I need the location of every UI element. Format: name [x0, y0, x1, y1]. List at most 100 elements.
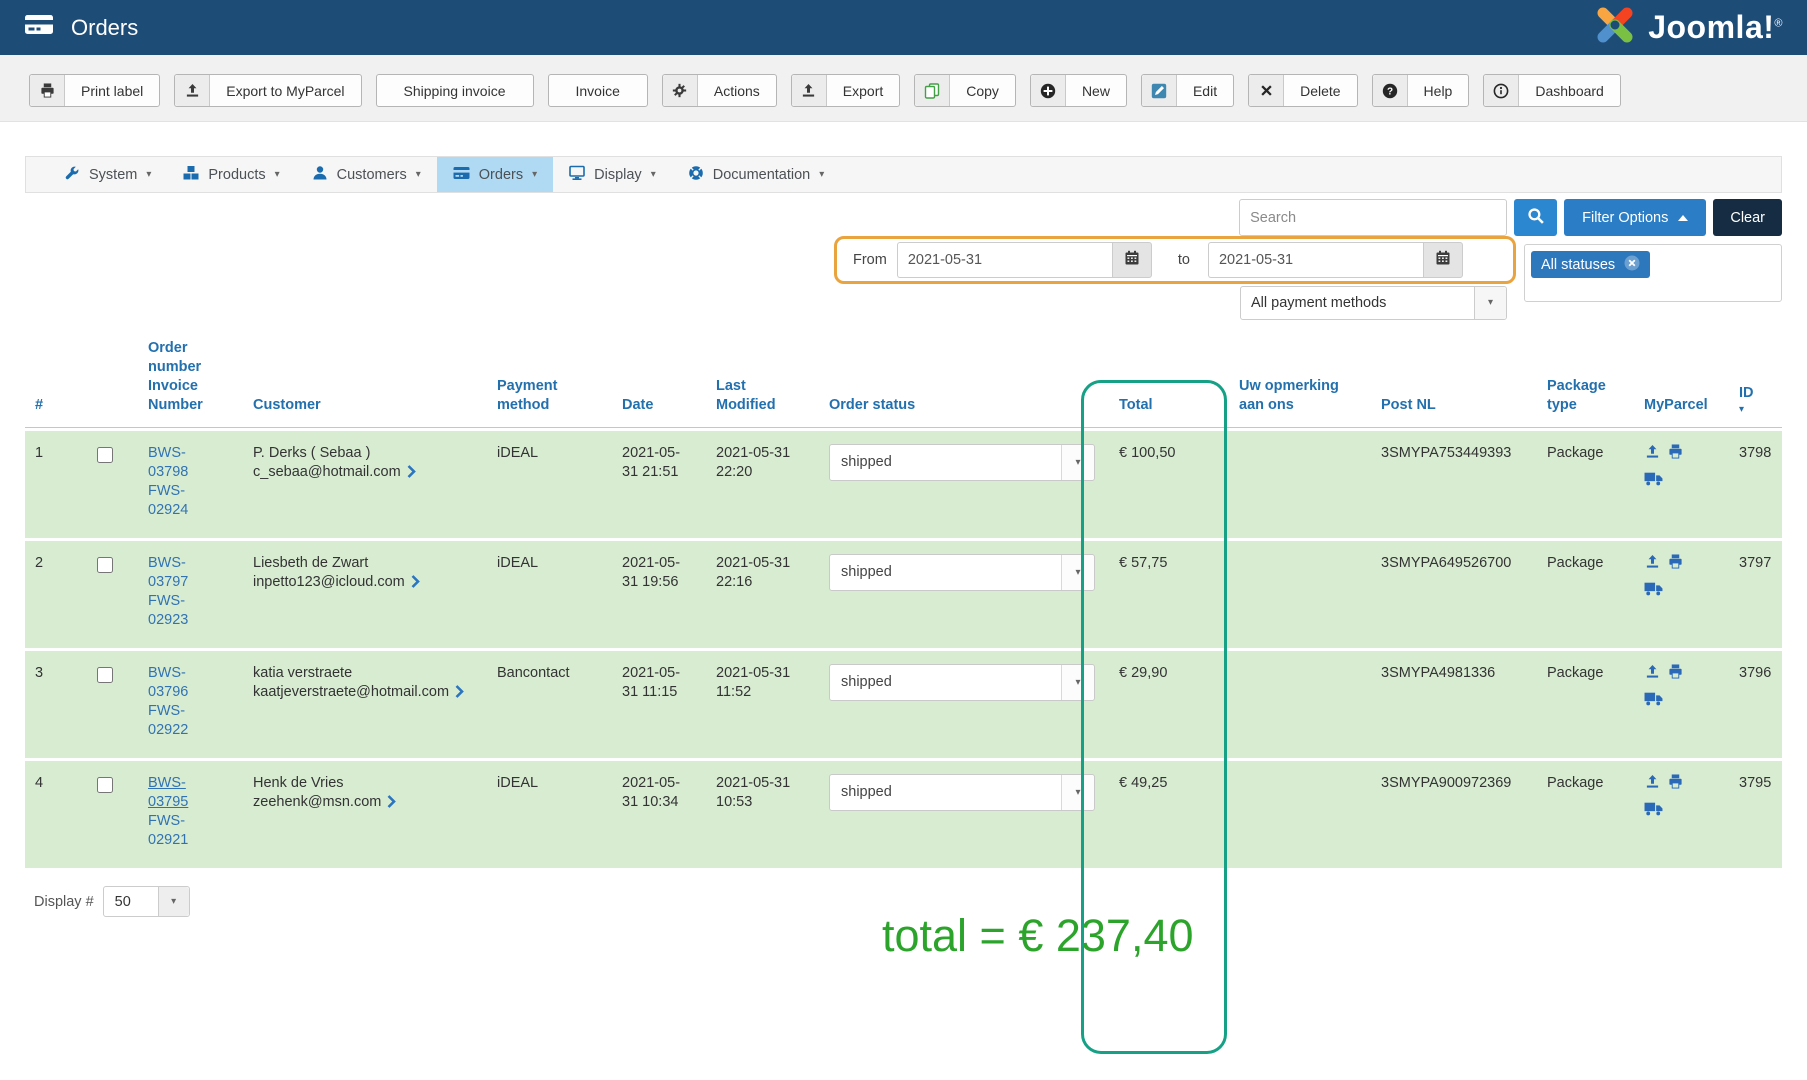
clear-button[interactable]: Clear [1713, 199, 1782, 236]
order-status-select[interactable]: shipped ▾ [829, 774, 1095, 811]
new-button[interactable]: New [1029, 74, 1127, 107]
customer-email: zeehenk@msn.com [253, 794, 382, 810]
header-total[interactable]: Total [1109, 339, 1229, 428]
upload-icon[interactable] [1644, 774, 1661, 795]
from-date-input[interactable] [896, 242, 1112, 278]
postnl-code: 3SMYPA900972369 [1381, 775, 1512, 791]
order-remark [1229, 541, 1371, 648]
customer-email: kaatjeverstraete@hotmail.com [253, 684, 450, 700]
order-number-link[interactable]: BWS-03797 [148, 555, 189, 590]
header-id[interactable]: ID ▾ [1729, 339, 1782, 428]
printer-icon[interactable] [1667, 554, 1684, 575]
app-header: Orders Joomla!® [0, 0, 1807, 55]
joomla-logo-icon [1592, 2, 1638, 53]
truck-icon[interactable] [1644, 801, 1663, 822]
chevron-right-icon[interactable] [387, 795, 397, 812]
header-package-type[interactable]: Package type [1537, 339, 1634, 428]
truck-icon[interactable] [1644, 691, 1663, 712]
to-date-input[interactable] [1207, 242, 1423, 278]
printer-icon[interactable] [1667, 774, 1684, 795]
truck-icon[interactable] [1644, 471, 1663, 492]
row-checkbox[interactable] [97, 447, 113, 463]
invoice-button[interactable]: Invoice [547, 74, 648, 107]
all-statuses-badge[interactable]: All statuses [1531, 251, 1651, 278]
actions-button[interactable]: Actions [661, 74, 777, 107]
row-checkbox[interactable] [97, 667, 113, 683]
copy-button[interactable]: Copy [914, 74, 1016, 107]
search-input[interactable] [1239, 199, 1508, 236]
remove-filter-icon[interactable] [1624, 255, 1640, 275]
printer-icon[interactable] [1667, 444, 1684, 465]
statuses-filter-box: All statuses [1524, 244, 1782, 302]
truck-icon[interactable] [1644, 581, 1663, 602]
chevron-down-icon: ▾ [650, 168, 656, 180]
chevron-right-icon[interactable] [407, 465, 416, 482]
chevron-right-icon[interactable] [411, 575, 420, 592]
to-calendar-button[interactable] [1422, 242, 1463, 278]
header-customer[interactable]: Customer [243, 339, 487, 428]
edit-button[interactable]: Edit [1140, 74, 1235, 107]
print-label-button[interactable]: Print label [29, 74, 161, 107]
nav-item-display[interactable]: Display ▾ [553, 157, 672, 192]
upload-icon[interactable] [1644, 664, 1661, 685]
sort-caret-icon: ▾ [1739, 404, 1745, 415]
shipping-invoice-button[interactable]: Shipping invoice [375, 74, 534, 107]
chevron-down-icon: ▾ [1061, 775, 1094, 810]
order-status-select[interactable]: shipped ▾ [829, 664, 1095, 701]
invoice-number-link[interactable]: FWS-02923 [148, 593, 189, 628]
cubes-icon [183, 165, 199, 185]
table-row: 4 BWS-03795FWS-02921 Henk de Vries zeehen… [25, 761, 1782, 868]
help-button[interactable]: ? Help [1371, 74, 1470, 107]
header-remark[interactable]: Uw opmerking aan ons [1229, 339, 1371, 428]
delete-button[interactable]: Delete [1248, 74, 1358, 107]
last-modified: 2021-05-31 22:20 [716, 445, 791, 480]
nav-item-documentation[interactable]: Documentation ▾ [672, 157, 841, 192]
export-button[interactable]: Export [790, 74, 901, 107]
export-to-myparcel-button[interactable]: Export to MyParcel [174, 74, 362, 107]
chevron-right-icon[interactable] [455, 685, 464, 702]
nav-item-orders[interactable]: Orders ▾ [436, 157, 554, 192]
invoice-number-link[interactable]: FWS-02924 [148, 483, 189, 518]
header-payment-method[interactable]: Payment method [487, 339, 612, 428]
header-postnl[interactable]: Post NL [1371, 339, 1537, 428]
order-remark [1229, 431, 1371, 538]
order-number-link[interactable]: BWS-03796 [148, 665, 189, 700]
nav-item-customers[interactable]: Customers ▾ [296, 157, 437, 192]
row-checkbox[interactable] [97, 777, 113, 793]
header-order-status[interactable]: Order status [819, 339, 1109, 428]
to-date-group [1207, 242, 1463, 278]
printer-icon[interactable] [1667, 664, 1684, 685]
upload-icon [791, 75, 827, 106]
header-myparcel: MyParcel [1634, 339, 1729, 428]
order-total: € 100,50 [1119, 445, 1176, 461]
last-modified: 2021-05-31 10:53 [716, 775, 791, 810]
date-range-highlight-box: From to [834, 236, 1516, 284]
payment-method: Bancontact [497, 665, 570, 681]
header-date[interactable]: Date [612, 339, 706, 428]
order-status-select[interactable]: shipped ▾ [829, 444, 1095, 481]
upload-icon[interactable] [1644, 554, 1661, 575]
order-number-link[interactable]: BWS-03798 [148, 445, 189, 480]
row-num: 2 [35, 555, 44, 571]
filter-options-button[interactable]: Filter Options [1564, 199, 1707, 236]
dashboard-button[interactable]: Dashboard [1483, 74, 1621, 107]
order-number-link[interactable]: BWS-03795 [148, 775, 189, 810]
nav-item-system[interactable]: System ▾ [48, 157, 167, 192]
payment-methods-select[interactable]: All payment methods ▾ [1240, 286, 1507, 320]
invoice-number-link[interactable]: FWS-02921 [148, 813, 189, 848]
display-count-select[interactable]: 50 ▾ [102, 886, 190, 917]
order-total: € 29,90 [1119, 665, 1168, 681]
invoice-number-link[interactable]: FWS-02922 [148, 703, 189, 738]
pager: Display # 50 ▾ [34, 886, 1782, 917]
header-last-modified[interactable]: Last Modified [706, 339, 819, 428]
from-calendar-button[interactable] [1111, 242, 1152, 278]
nav-item-products[interactable]: Products ▾ [167, 157, 295, 192]
chevron-down-icon: ▾ [1061, 665, 1094, 700]
order-status-select[interactable]: shipped ▾ [829, 554, 1095, 591]
row-checkbox[interactable] [97, 557, 113, 573]
header-order-number[interactable]: Order number Invoice Number [138, 339, 243, 428]
edit-icon [1141, 75, 1177, 106]
search-button[interactable] [1514, 199, 1558, 236]
page-title: Orders [71, 14, 139, 40]
upload-icon[interactable] [1644, 444, 1661, 465]
